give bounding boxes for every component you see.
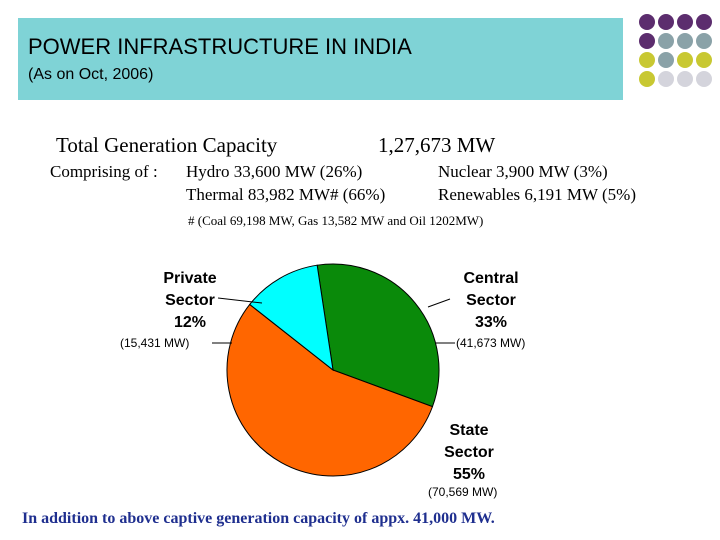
- private-sector-mw: (15,431 MW): [120, 336, 190, 350]
- decorative-dot: [696, 52, 712, 68]
- decorative-dot: [696, 71, 712, 87]
- decorative-dot: [677, 52, 693, 68]
- central-sector-slice: [316, 263, 440, 408]
- page-subtitle: (As on Oct, 2006): [28, 66, 154, 83]
- nuclear-capacity: Nuclear 3,900 MW (3%): [438, 162, 608, 181]
- central-sector-label: Central Sector 33%: [452, 268, 530, 334]
- state-sector-mw: (70,569 MW): [428, 485, 498, 499]
- decorative-dot: [677, 14, 693, 30]
- decorative-dot: [639, 14, 655, 30]
- comprising-prefix: Comprising of :: [50, 162, 158, 181]
- thermal-footnote: # (Coal 69,198 MW, Gas 13,582 MW and Oil…: [188, 213, 484, 228]
- decorative-dot: [677, 33, 693, 49]
- total-capacity-value: 1,27,673 MW: [378, 133, 496, 157]
- decorative-dot: [639, 33, 655, 49]
- decorative-dot: [639, 71, 655, 87]
- decorative-dot: [696, 14, 712, 30]
- central-sector-mw: (41,673 MW): [456, 336, 526, 350]
- hydro-capacity: Hydro 33,600 MW (26%): [186, 162, 363, 181]
- central-label-line-3: 33%: [474, 314, 508, 331]
- decorative-dot: [658, 71, 674, 87]
- decorative-dot: [658, 14, 674, 30]
- state-label-line-2: Sector: [444, 444, 494, 461]
- renewables-capacity: Renewables 6,191 MW (5%): [438, 185, 636, 204]
- captive-capacity-note: In addition to above captive generation …: [22, 510, 495, 527]
- state-sector-slice: [226, 303, 434, 477]
- central-label-line-1: Central: [463, 270, 519, 287]
- state-sector-label: State Sector 55%: [430, 420, 508, 486]
- title-banner: [18, 18, 623, 100]
- decorative-dot: [658, 33, 674, 49]
- central-leader-line: [427, 298, 451, 308]
- private-label-line-3: 12%: [173, 314, 207, 331]
- private-sector-label: Private Sector 12%: [150, 268, 230, 334]
- page-title: POWER INFRASTRUCTURE IN INDIA: [28, 34, 412, 59]
- decorative-dot: [696, 33, 712, 49]
- decorative-dot: [658, 52, 674, 68]
- state-label-line-1: State: [449, 422, 489, 439]
- private-sector-slice: [249, 264, 334, 372]
- decorative-dot-grid: [639, 14, 712, 87]
- private-leader-line: [217, 297, 263, 304]
- central-label-line-2: Sector: [466, 292, 516, 309]
- decorative-dot: [639, 52, 655, 68]
- state-label-line-3: 55%: [452, 466, 486, 483]
- decorative-dot: [677, 71, 693, 87]
- private-label-line-1: Private: [163, 270, 217, 287]
- total-capacity-label: Total Generation Capacity: [56, 133, 278, 157]
- private-label-line-2: Sector: [165, 292, 215, 309]
- thermal-capacity: Thermal 83,982 MW# (66%): [186, 185, 386, 204]
